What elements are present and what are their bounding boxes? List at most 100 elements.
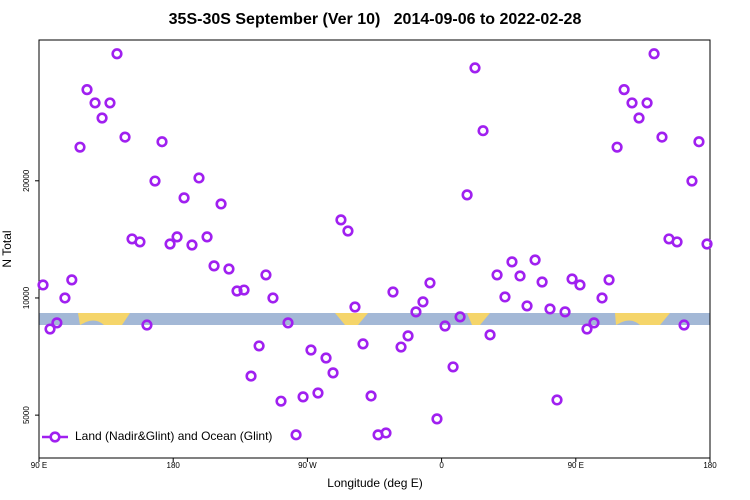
point: [178, 192, 190, 204]
point: [208, 260, 220, 272]
point: [156, 136, 168, 148]
point: [544, 303, 556, 315]
point: [431, 413, 443, 425]
point: [223, 263, 235, 275]
point: [327, 367, 339, 379]
point: [536, 276, 548, 288]
point: [186, 239, 198, 251]
point: [51, 317, 63, 329]
point: [59, 292, 71, 304]
point: [37, 279, 49, 291]
point: [618, 84, 630, 96]
legend-marker: [49, 431, 61, 443]
point: [395, 341, 407, 353]
point: [402, 330, 414, 342]
point: [349, 301, 361, 313]
point: [701, 238, 713, 250]
point: [648, 48, 660, 60]
point: [469, 62, 481, 74]
point: [231, 285, 243, 297]
point: [141, 319, 153, 331]
plot-frame: [38, 39, 711, 459]
point: [581, 323, 593, 335]
map-strip: [39, 313, 710, 325]
y-tick-label: 5000: [22, 406, 31, 424]
point: [491, 269, 503, 281]
point: [574, 279, 586, 291]
series: [37, 48, 713, 441]
point: [499, 291, 511, 303]
point: [134, 236, 146, 248]
point: [484, 329, 496, 341]
point: [164, 238, 176, 250]
point: [477, 125, 489, 137]
point: [454, 311, 466, 323]
point: [149, 175, 161, 187]
point: [44, 323, 56, 335]
point: [439, 320, 451, 332]
point: [410, 306, 422, 318]
point: [282, 317, 294, 329]
y-tick-label: 10000: [22, 286, 31, 309]
point: [686, 175, 698, 187]
point: [365, 390, 377, 402]
point: [267, 292, 279, 304]
point: [260, 269, 272, 281]
point: [238, 284, 250, 296]
point: [387, 286, 399, 298]
point: [201, 231, 213, 243]
point: [215, 198, 227, 210]
x-tick-label: 180: [703, 461, 717, 470]
point: [357, 338, 369, 350]
point: [641, 97, 653, 109]
point: [611, 141, 623, 153]
point: [417, 296, 429, 308]
point: [626, 97, 638, 109]
x-tick-label: 90 W: [298, 461, 317, 470]
point: [603, 274, 615, 286]
point: [521, 300, 533, 312]
point: [320, 352, 332, 364]
point: [514, 270, 526, 282]
point: [81, 84, 93, 96]
point: [253, 340, 265, 352]
x-tick-label: 90 E: [568, 461, 584, 470]
point: [245, 370, 257, 382]
point: [66, 274, 78, 286]
point: [171, 231, 183, 243]
point: [89, 97, 101, 109]
point: [559, 306, 571, 318]
point: [461, 189, 473, 201]
point: [380, 427, 392, 439]
point: [290, 429, 302, 441]
point: [312, 387, 324, 399]
point: [678, 319, 690, 331]
point: [111, 48, 123, 60]
point: [506, 256, 518, 268]
point: [529, 254, 541, 266]
y-tick-label: 20000: [22, 169, 31, 192]
x-tick-label: 180: [167, 461, 181, 470]
point: [335, 214, 347, 226]
x-axis-label: Longitude (deg E): [327, 476, 422, 490]
x-tick-label: 0: [439, 461, 444, 470]
point: [74, 141, 86, 153]
point: [424, 277, 436, 289]
chart-title: 35S-30S September (Ver 10) 2014-09-06 to…: [169, 11, 582, 28]
point: [588, 317, 600, 329]
point: [297, 391, 309, 403]
point: [656, 131, 668, 143]
point: [566, 273, 578, 285]
point: [671, 236, 683, 248]
point: [193, 172, 205, 184]
point: [447, 361, 459, 373]
x-tick-label: 90 E: [31, 461, 47, 470]
legend-label: Land (Nadir&Glint) and Ocean (Glint): [75, 429, 272, 443]
point: [119, 131, 131, 143]
point: [104, 97, 116, 109]
point: [96, 112, 108, 124]
point: [633, 112, 645, 124]
point: [305, 344, 317, 356]
y-axis-label: N Total: [0, 230, 14, 267]
